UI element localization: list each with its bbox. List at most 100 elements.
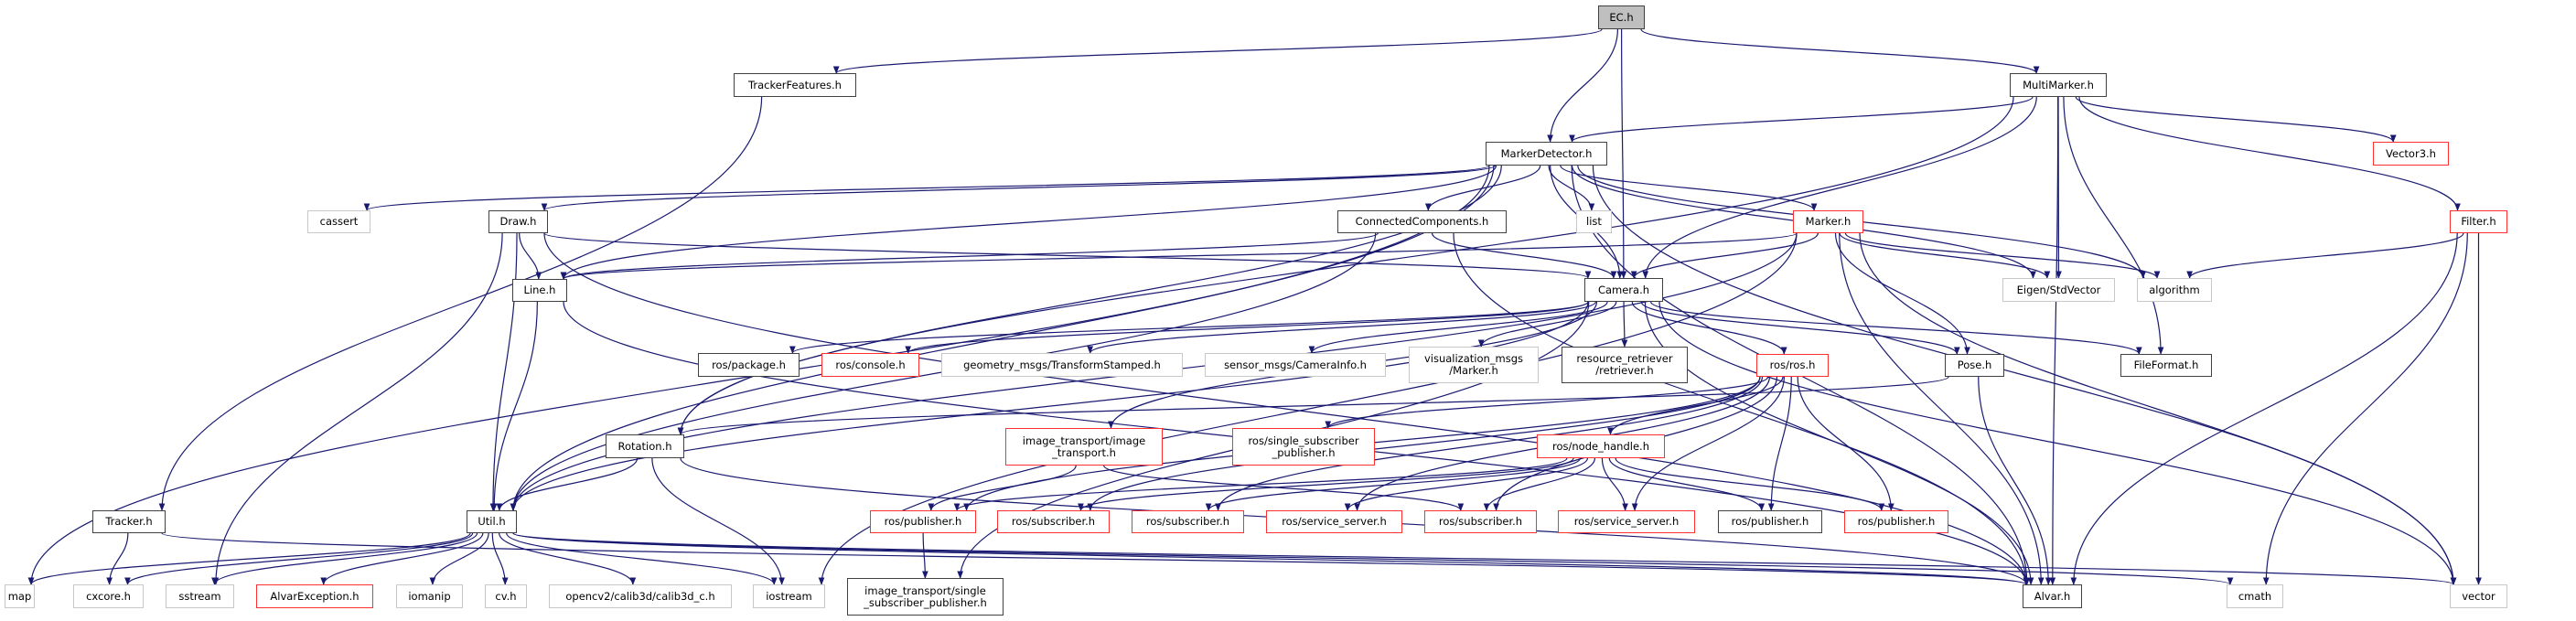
edge-pose-to-alvar [1978,376,2052,585]
node-line[interactable]: Line.h [512,279,567,302]
node-map: map [5,584,35,608]
edge-camera-to-vismsgs [1477,301,1617,348]
edge-multimarker-to-vector3 [2075,96,2397,143]
edge-multimarker-to-fileformat [2063,96,2164,355]
edge-markerdetector-to-cassert [364,165,1490,211]
edge-draw-to-util [489,232,518,511]
node-algorithm: algorithm [2137,278,2212,302]
edge-markerdetector-to-marker [1560,165,1818,211]
edge-filter-to-cmath [2262,232,2468,585]
edge-nodehandle-to-sub2 [1205,457,1582,511]
edge-marker-to-eigen [1839,232,2051,279]
edge-markerdetector-to-list [1548,165,1595,211]
edge-camera-to-rosros [1631,301,1787,355]
node-sub3[interactable]: ros/subscriber.h [1424,510,1537,533]
edge-camera-to-alvar [1644,301,2034,585]
edge-util-to-vector [512,532,2456,585]
edge-connected-to-line [560,232,1379,280]
edge-rosros-to-srv2 [1631,376,1786,511]
node-markerdetector[interactable]: MarkerDetector.h [1486,142,1607,166]
node-retriever[interactable]: resource_retriever /retriever.h [1562,347,1688,383]
edge-rosros-to-rossinglesub [1325,376,1769,429]
edge-camera-to-util [510,301,1589,511]
edge-connected-to-camera [1431,232,1617,279]
node-sub2[interactable]: ros/subscriber.h [1132,510,1244,533]
edge-nodehandle-to-srv1 [1344,457,1589,511]
edge-nodehandle-to-pub3 [1615,457,1885,511]
edge-tracker-to-cxcore [106,532,129,585]
node-nodehandle[interactable]: ros/node_handle.h [1537,434,1665,458]
edge-ec-to-multimarker [1640,28,2040,74]
node-tracker[interactable]: Tracker.h [92,510,166,533]
edge-ec-to-trackerfeatures [833,28,1603,74]
node-srv2[interactable]: ros/service_server.h [1558,510,1695,533]
node-multimarker[interactable]: MultiMarker.h [2010,73,2107,97]
edge-nodehandle-to-sub3 [1483,457,1596,511]
edge-multimarker-to-camera [1642,96,2037,279]
edge-connected-to-alvar [1453,232,2030,585]
edge-util-to-alvarexc [320,532,484,585]
edge-multimarker-to-rotation [677,96,2014,435]
node-srv1[interactable]: ros/service_server.h [1266,510,1402,533]
edge-draw-to-camera [543,232,1591,279]
node-alvarexc[interactable]: AlvarException.h [256,584,373,608]
node-connected[interactable]: ConnectedComponents.h [1337,210,1507,233]
edge-camera-to-fileformat [1650,301,2142,355]
node-rosros[interactable]: ros/ros.h [1756,354,1829,377]
edge-marker-to-algorithm [1844,232,2161,279]
node-rosconsole[interactable]: ros/console.h [821,353,919,377]
node-iostream: iostream [753,584,825,608]
edge-line-to-util [490,301,538,511]
node-filter[interactable]: Filter.h [2450,210,2507,233]
node-util[interactable]: Util.h [467,510,517,533]
node-marker[interactable]: Marker.h [1793,210,1863,233]
node-imgtransport[interactable]: image_transport/image _transport.h [1005,428,1163,466]
edge-marker-to-line [561,232,1798,280]
edge-marker-to-camera [1630,232,1819,279]
edge-rotation-to-iostream [651,457,785,585]
node-vector: vector [2450,584,2507,608]
node-calib3d: opencv2/calib3d/calib3d_c.h [549,584,732,608]
edge-camera-to-retriever [1621,301,1628,348]
node-pub1[interactable]: ros/publisher.h [870,510,976,533]
edge-pose-to-rotation [678,376,1949,435]
node-cassert: cassert [307,210,370,233]
node-camera[interactable]: Camera.h [1584,278,1663,302]
edge-marker-to-vector [1859,232,2457,585]
node-itsinglesub[interactable]: image_transport/single _subscriber_publi… [847,578,1004,616]
node-sstream: sstream [166,584,234,608]
edge-ec-to-camera [1620,28,1627,279]
edge-util-to-sstream [211,532,478,585]
node-ec[interactable]: EC.h [1598,5,1645,29]
edge-ec-to-markerdetector [1547,28,1618,143]
node-draw[interactable]: Draw.h [488,210,548,233]
edge-rosros-to-pub3 [1797,376,1894,511]
node-pub3[interactable]: ros/publisher.h [1844,510,1948,533]
node-sub1[interactable]: ros/subscriber.h [997,510,1110,533]
edge-draw-to-line [519,232,542,280]
edge-camera-to-rospackage [789,301,1589,354]
edge-nodehandle-to-pub1 [953,457,1568,511]
node-rossinglesub[interactable]: ros/single_subscriber _publisher.h [1232,428,1375,466]
edge-rosros-to-pub2 [1767,376,1792,511]
node-vismsgs: visualization_msgs /Marker.h [1409,347,1539,383]
node-rotation[interactable]: Rotation.h [606,434,684,458]
edge-draw-to-sstream [212,232,503,585]
edge-multimarker-to-filter [2078,96,2461,211]
edge-nodehandle-to-pub2 [1608,457,1766,511]
edge-camera-to-vector [1658,301,2457,585]
edge-rosros-to-sub1 [1087,376,1761,511]
node-cxcore: cxcore.h [73,584,144,608]
node-fileformat[interactable]: FileFormat.h [2120,354,2212,377]
node-trackerfeatures[interactable]: TrackerFeatures.h [734,73,856,97]
node-pose[interactable]: Pose.h [1945,354,2004,377]
edge-camera-to-rosconsole [905,301,1589,354]
edge-markerdetector-to-draw [541,165,1496,211]
edge-markerdetector-to-connected [1424,165,1541,211]
node-cmath: cmath [2227,584,2283,608]
node-alvar[interactable]: Alvar.h [2023,584,2082,608]
edge-camera-to-pose [1640,301,1960,355]
node-rospackage[interactable]: ros/package.h [698,353,800,377]
node-pub2[interactable]: ros/publisher.h [1718,510,1822,533]
node-vector3[interactable]: Vector3.h [2373,142,2449,166]
